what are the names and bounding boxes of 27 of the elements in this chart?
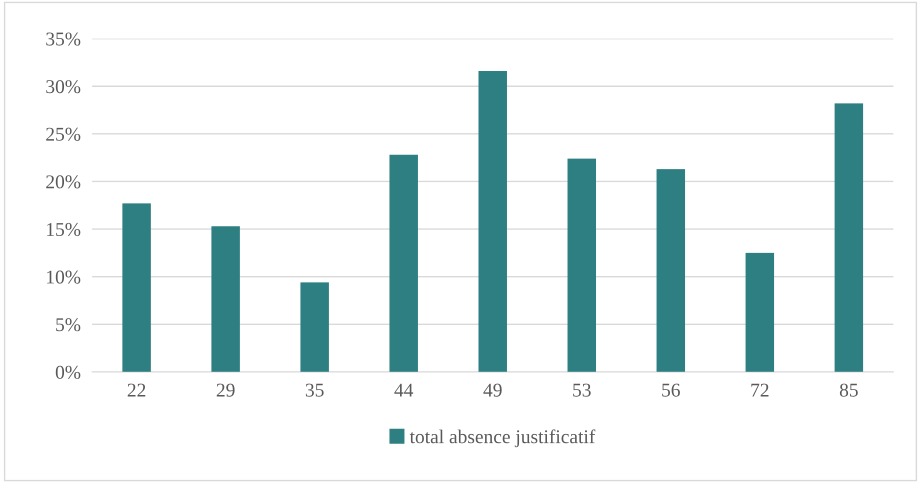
bar — [300, 282, 329, 372]
y-tick-label: 5% — [56, 318, 80, 332]
x-tick-label: 35 — [306, 384, 324, 397]
y-tick-label: 25% — [46, 128, 80, 141]
y-tick-label: 30% — [46, 80, 80, 94]
bar — [122, 203, 151, 372]
bar — [746, 252, 774, 372]
x-tick-label: 56 — [662, 384, 680, 397]
bar — [389, 154, 418, 372]
y-tick-label: 0% — [56, 366, 80, 379]
bar — [568, 158, 596, 372]
x-tick-label: 44 — [394, 384, 414, 397]
bar — [656, 169, 686, 372]
y-tick-label: 10% — [47, 270, 80, 284]
bar — [834, 103, 864, 372]
legend-label: total absence justificatif — [410, 429, 596, 448]
bar — [211, 226, 240, 372]
bar — [478, 71, 507, 372]
x-tick-label: 53 — [573, 384, 591, 397]
y-tick-label: 15% — [47, 222, 80, 236]
x-tick-label: 85 — [840, 384, 858, 397]
x-tick-label: 72 — [751, 384, 768, 397]
y-tick-label: 35% — [46, 32, 80, 46]
x-tick-label: 22 — [128, 384, 146, 397]
x-tick-label: 29 — [216, 384, 235, 397]
y-tick-label: 20% — [46, 175, 80, 188]
x-tick-label: 49 — [483, 384, 502, 397]
